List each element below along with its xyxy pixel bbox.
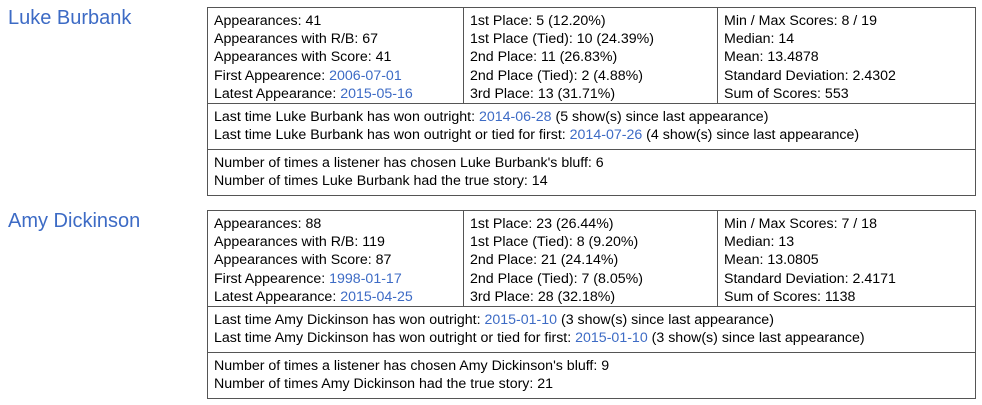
panelist-name-link[interactable]: Luke Burbank bbox=[8, 7, 132, 29]
won-outright-link[interactable]: 2014-06-28 bbox=[478, 109, 552, 125]
true-story-line: Number of times Amy Dickinson had the tr… bbox=[214, 376, 554, 393]
first-appearance-line: First Appearence: 1998-01-17 bbox=[214, 270, 402, 287]
second-place-line: 2nd Place: 21 (24.14%) bbox=[470, 252, 619, 269]
latest-appearance-link[interactable]: 2015-05-16 bbox=[340, 85, 413, 102]
first-place-line: 1st Place: 23 (26.44%) bbox=[470, 216, 614, 232]
scores-cell: Min / Max Scores: 7 / 18 Median: 13 Mean… bbox=[718, 211, 975, 306]
won-tied-line: Last time Amy Dickinson has won outright… bbox=[214, 330, 865, 347]
bluff-line: Number of times a listener has chosen Am… bbox=[214, 358, 610, 374]
won-tied-link[interactable]: 2014-07-26 bbox=[569, 127, 643, 144]
third-place-line: 3rd Place: 28 (32.18%) bbox=[470, 288, 616, 305]
won-outright-link[interactable]: 2015-01-10 bbox=[484, 312, 558, 328]
stats-row-wins: Last time Amy Dickinson has won outright… bbox=[208, 306, 975, 351]
stats-row-summary: Appearances: 41 Appearances with R/B: 67… bbox=[208, 7, 975, 103]
second-place-tied-line: 2nd Place (Tied): 2 (4.88%) bbox=[470, 67, 643, 84]
stddev-line: Standard Deviation: 2.4302 bbox=[724, 67, 896, 84]
appearances-line: Appearances: 88 bbox=[214, 216, 322, 232]
panelist-stats-table: Appearances: 88 Appearances with R/B: 11… bbox=[207, 210, 976, 399]
won-outright-line: Last time Amy Dickinson has won outright… bbox=[214, 312, 774, 328]
won-tied-link[interactable]: 2015-01-10 bbox=[575, 330, 648, 347]
stats-row-bluff: Number of times a listener has chosen Am… bbox=[208, 352, 975, 397]
won-outright-line: Last time Luke Burbank has won outright:… bbox=[214, 109, 769, 125]
mean-line: Mean: 13.0805 bbox=[724, 252, 819, 269]
panelist-section: Amy Dickinson Appearances: 88 Appearance… bbox=[0, 210, 982, 405]
appearances-rb-line: Appearances with R/B: 67 bbox=[214, 31, 379, 48]
mean-line: Mean: 13.4878 bbox=[724, 49, 819, 66]
panelist-stats-table: Appearances: 41 Appearances with R/B: 67… bbox=[207, 7, 976, 196]
appearances-cell: Appearances: 88 Appearances with R/B: 11… bbox=[208, 211, 464, 306]
sum-line: Sum of Scores: 553 bbox=[724, 85, 849, 102]
median-line: Median: 14 bbox=[724, 31, 795, 48]
sum-line: Sum of Scores: 1138 bbox=[724, 288, 856, 305]
placements-cell: 1st Place: 5 (12.20%) 1st Place (Tied): … bbox=[464, 8, 718, 103]
first-place-line: 1st Place: 5 (12.20%) bbox=[470, 13, 606, 29]
appearances-rb-line: Appearances with R/B: 119 bbox=[214, 234, 385, 251]
latest-appearance-line: Latest Appearance: 2015-04-25 bbox=[214, 288, 413, 305]
first-appearance-link[interactable]: 1998-01-17 bbox=[329, 270, 402, 287]
first-appearance-link[interactable]: 2006-07-01 bbox=[329, 67, 402, 84]
minmax-line: Min / Max Scores: 7 / 18 bbox=[724, 216, 877, 232]
stats-row-wins: Last time Luke Burbank has won outright:… bbox=[208, 103, 975, 148]
panelist-section: Luke Burbank Appearances: 41 Appearances… bbox=[0, 7, 982, 207]
appearances-line: Appearances: 41 bbox=[214, 13, 322, 29]
scores-cell: Min / Max Scores: 8 / 19 Median: 14 Mean… bbox=[718, 8, 975, 103]
first-place-tied-line: 1st Place (Tied): 10 (24.39%) bbox=[470, 31, 654, 48]
first-appearance-line: First Appearence: 2006-07-01 bbox=[214, 67, 402, 84]
appearances-score-line: Appearances with Score: 87 bbox=[214, 252, 392, 269]
median-line: Median: 13 bbox=[724, 234, 795, 251]
minmax-line: Min / Max Scores: 8 / 19 bbox=[724, 13, 877, 29]
first-place-tied-line: 1st Place (Tied): 8 (9.20%) bbox=[470, 234, 639, 251]
appearances-cell: Appearances: 41 Appearances with R/B: 67… bbox=[208, 8, 464, 103]
third-place-line: 3rd Place: 13 (31.71%) bbox=[470, 85, 616, 102]
latest-appearance-link[interactable]: 2015-04-25 bbox=[340, 288, 413, 305]
true-story-line: Number of times Luke Burbank had the tru… bbox=[214, 173, 548, 190]
bluff-line: Number of times a listener has chosen Lu… bbox=[214, 155, 604, 171]
latest-appearance-line: Latest Appearance: 2015-05-16 bbox=[214, 85, 413, 102]
appearances-score-line: Appearances with Score: 41 bbox=[214, 49, 392, 66]
won-tied-line: Last time Luke Burbank has won outright … bbox=[214, 127, 860, 144]
panelist-name-link[interactable]: Amy Dickinson bbox=[8, 210, 141, 232]
stddev-line: Standard Deviation: 2.4171 bbox=[724, 270, 896, 287]
placements-cell: 1st Place: 23 (26.44%) 1st Place (Tied):… bbox=[464, 211, 718, 306]
stats-row-bluff: Number of times a listener has chosen Lu… bbox=[208, 149, 975, 194]
second-place-line: 2nd Place: 11 (26.83%) bbox=[470, 49, 618, 66]
second-place-tied-line: 2nd Place (Tied): 7 (8.05%) bbox=[470, 270, 643, 287]
stats-row-summary: Appearances: 88 Appearances with R/B: 11… bbox=[208, 210, 975, 306]
